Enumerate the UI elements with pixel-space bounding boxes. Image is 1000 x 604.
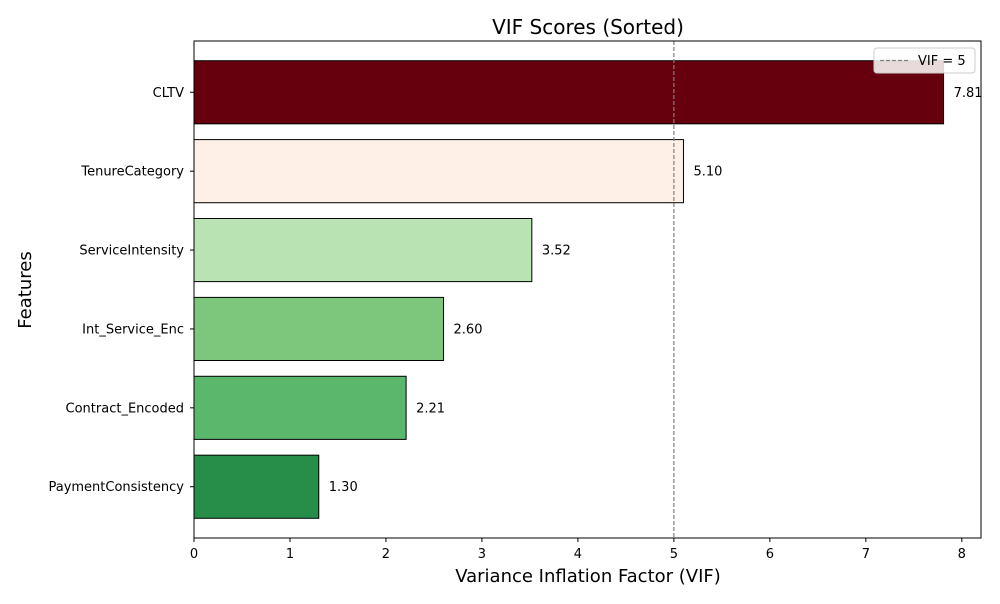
legend: VIF = 5 [873,47,976,74]
y-tick-label: CLTV [153,86,184,101]
x-tick-label: 2 [382,547,390,562]
x-tick-label: 3 [478,547,486,562]
y-tick-label: PaymentConsistency [48,480,184,495]
value-label: 2.60 [454,322,483,337]
y-tick-label: Int_Service_Enc [82,322,184,337]
plot-frame [193,40,982,539]
y-tick-label: ServiceIntensity [79,244,184,259]
x-axis-label: Variance Inflation Factor (VIF) [455,566,721,587]
chart-title: VIF Scores (Sorted) [492,15,684,39]
x-tick-label: 4 [574,547,582,562]
y-tick-label: TenureCategory [80,165,184,180]
x-tick-label: 5 [670,547,678,562]
bar-serviceintensity [193,218,533,283]
bar-paymentconsistency [193,454,320,519]
x-ticks: 0 1 2 3 4 5 6 7 8 [190,538,966,562]
x-tick-label: 7 [862,547,870,562]
bar-cltv [193,60,945,125]
y-ticks: CLTV TenureCategory ServiceIntensity Int_Se… [48,86,194,495]
value-label: 7.81 [954,86,983,101]
value-label: 5.10 [693,165,722,180]
value-labels: 7.81 5.10 3.52 2.60 2.21 1.30 [329,86,983,495]
bar-int-service-enc [193,296,445,361]
x-tick-label: 6 [766,547,774,562]
x-tick-label: 1 [286,547,294,562]
legend-label: VIF = 5 [918,54,966,69]
value-label: 2.21 [416,401,445,416]
bar-tenurecategory [193,139,684,204]
y-tick-label: Contract_Encoded [66,401,184,416]
x-tick-label: 0 [190,547,198,562]
x-tick-label: 8 [958,547,966,562]
bar-contract-encoded [193,375,407,440]
value-label: 3.52 [542,244,571,259]
bars [193,60,945,519]
y-axis-label: Features [15,251,36,328]
value-label: 1.30 [329,480,358,495]
legend-box [873,47,976,74]
